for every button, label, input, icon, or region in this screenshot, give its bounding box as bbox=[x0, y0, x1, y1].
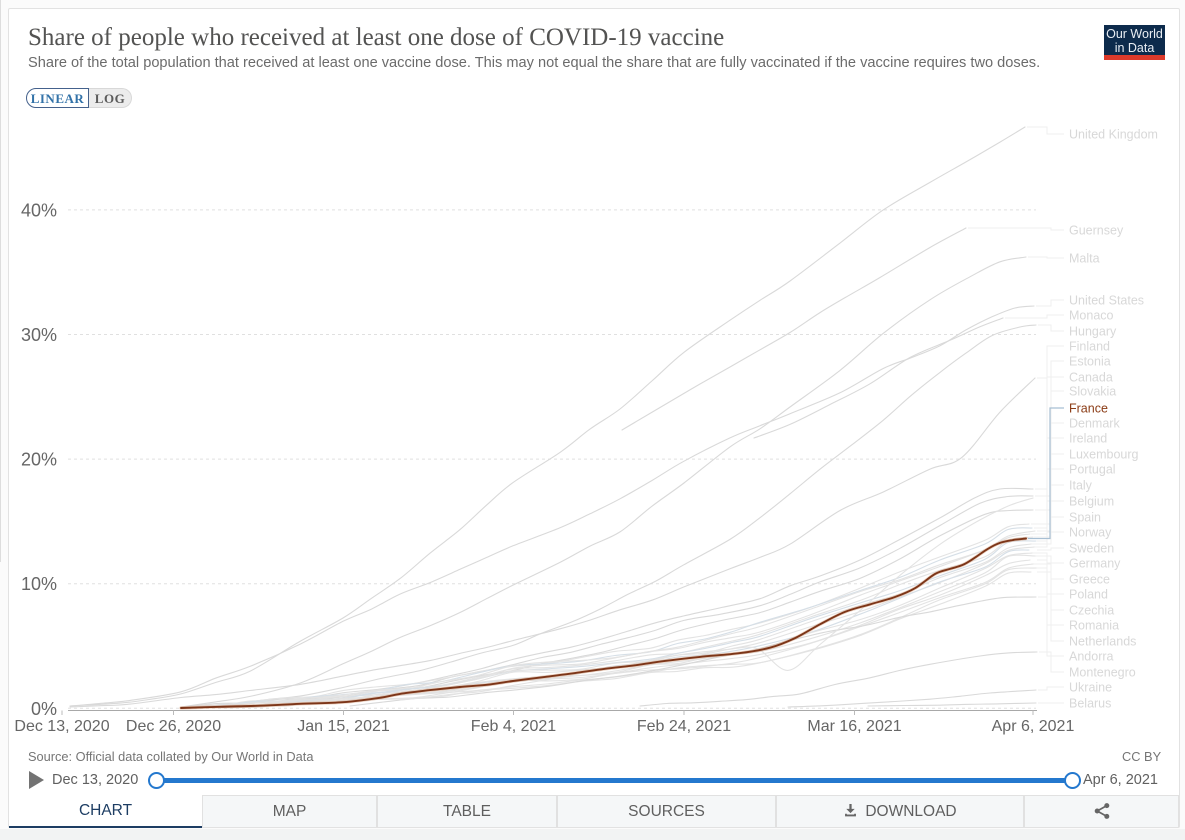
svg-text:30%: 30% bbox=[21, 325, 57, 345]
svg-text:Mar 16, 2021: Mar 16, 2021 bbox=[807, 718, 901, 735]
svg-text:Ireland: Ireland bbox=[1069, 432, 1107, 446]
svg-text:Italy: Italy bbox=[1069, 479, 1093, 493]
svg-text:United Kingdom: United Kingdom bbox=[1069, 128, 1158, 142]
svg-text:Czechia: Czechia bbox=[1069, 604, 1114, 618]
svg-text:Spain: Spain bbox=[1069, 511, 1101, 525]
svg-text:Guernsey: Guernsey bbox=[1069, 224, 1124, 238]
svg-text:Sweden: Sweden bbox=[1069, 542, 1114, 556]
svg-text:Monaco: Monaco bbox=[1069, 309, 1114, 323]
svg-text:Romania: Romania bbox=[1069, 619, 1119, 633]
svg-text:Montenegro: Montenegro bbox=[1069, 666, 1136, 680]
svg-text:Andorra: Andorra bbox=[1069, 650, 1114, 664]
svg-text:Canada: Canada bbox=[1069, 371, 1113, 385]
svg-text:0%: 0% bbox=[31, 699, 57, 719]
svg-text:Dec 13, 2020: Dec 13, 2020 bbox=[14, 718, 109, 735]
svg-text:Jan 15, 2021: Jan 15, 2021 bbox=[297, 718, 390, 735]
svg-text:United States: United States bbox=[1069, 294, 1144, 308]
svg-text:40%: 40% bbox=[21, 200, 57, 220]
svg-text:Malta: Malta bbox=[1069, 252, 1100, 266]
svg-text:Norway: Norway bbox=[1069, 526, 1112, 540]
svg-text:Ukraine: Ukraine bbox=[1069, 681, 1112, 695]
svg-text:Poland: Poland bbox=[1069, 588, 1108, 602]
svg-text:Belgium: Belgium bbox=[1069, 495, 1114, 509]
svg-text:Estonia: Estonia bbox=[1069, 355, 1111, 369]
svg-text:Luxembourg: Luxembourg bbox=[1069, 448, 1139, 462]
svg-text:France: France bbox=[1069, 402, 1108, 416]
svg-text:10%: 10% bbox=[21, 574, 57, 594]
svg-text:Germany: Germany bbox=[1069, 557, 1121, 571]
svg-text:Denmark: Denmark bbox=[1069, 417, 1120, 431]
svg-text:Finland: Finland bbox=[1069, 340, 1110, 354]
svg-text:20%: 20% bbox=[21, 450, 57, 470]
svg-text:Belarus: Belarus bbox=[1069, 697, 1111, 711]
svg-text:Apr 6, 2021: Apr 6, 2021 bbox=[992, 718, 1075, 735]
svg-text:Netherlands: Netherlands bbox=[1069, 635, 1136, 649]
svg-text:Greece: Greece bbox=[1069, 573, 1110, 587]
svg-text:Feb 24, 2021: Feb 24, 2021 bbox=[637, 718, 731, 735]
svg-text:Dec 26, 2020: Dec 26, 2020 bbox=[126, 718, 221, 735]
svg-text:Slovakia: Slovakia bbox=[1069, 385, 1116, 399]
svg-text:Feb 4, 2021: Feb 4, 2021 bbox=[471, 718, 557, 735]
svg-text:Portugal: Portugal bbox=[1069, 463, 1116, 477]
svg-text:Hungary: Hungary bbox=[1069, 325, 1117, 339]
